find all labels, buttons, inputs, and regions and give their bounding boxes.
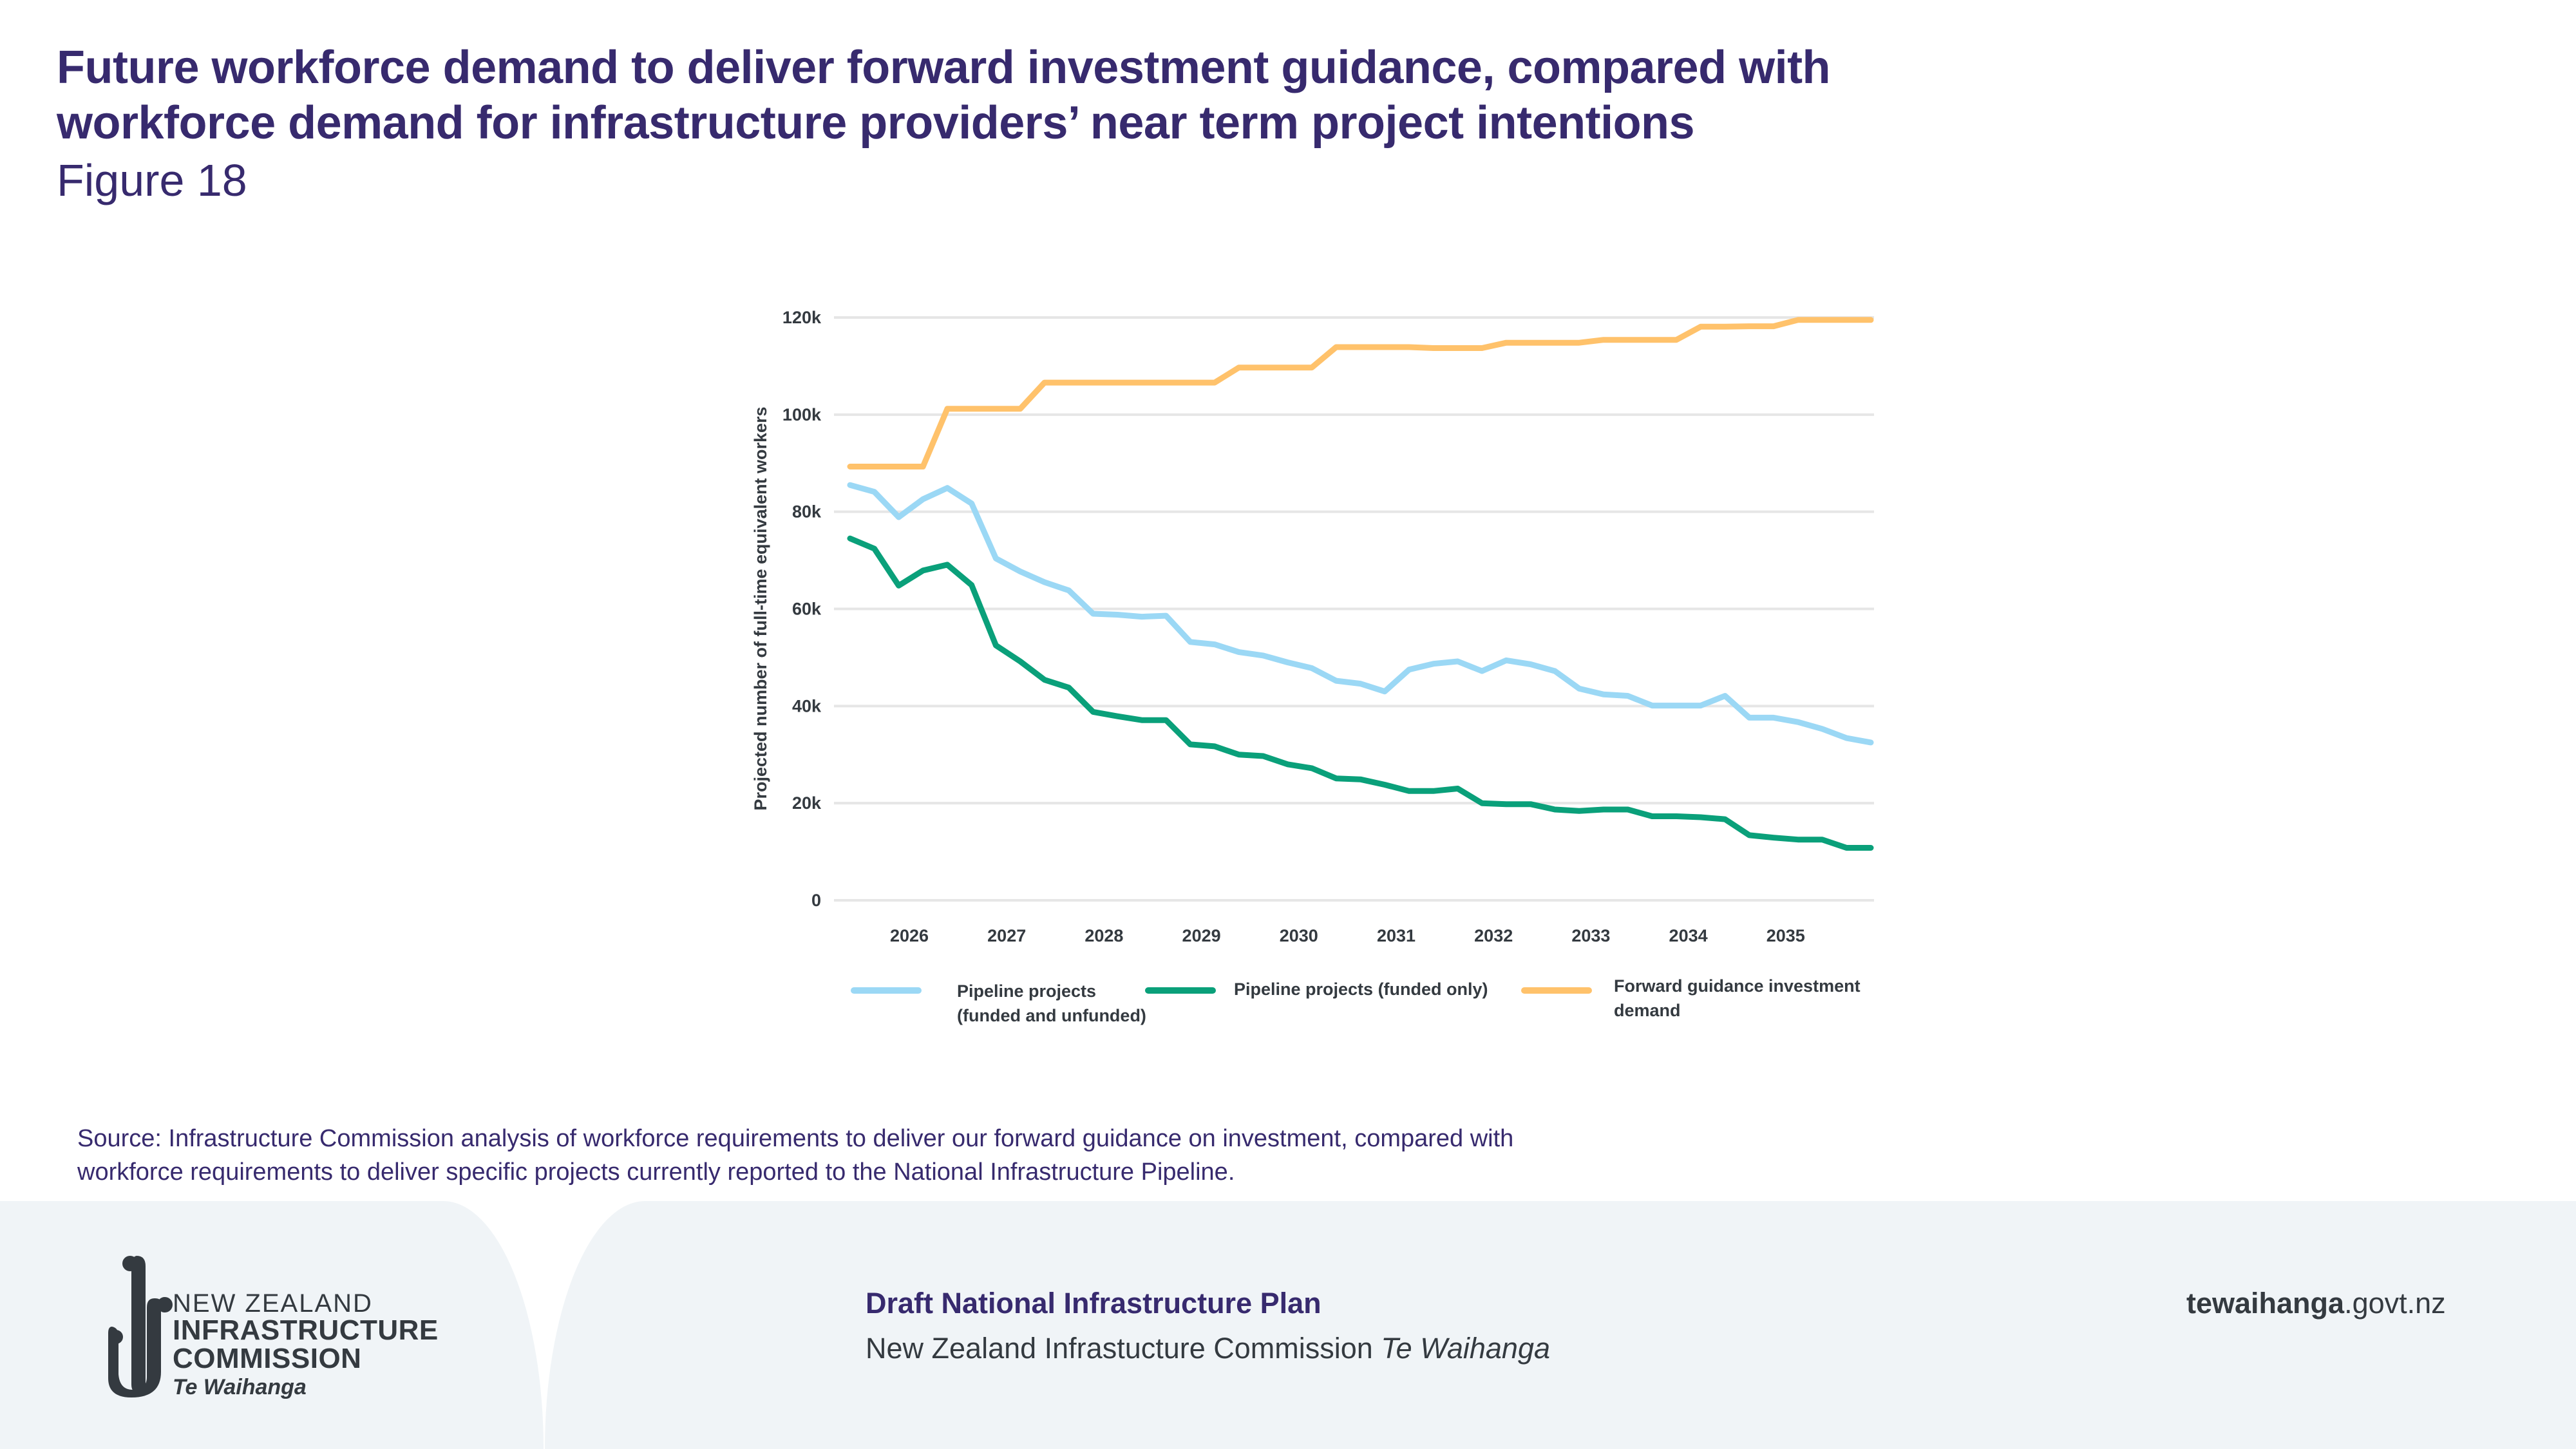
footer <box>0 1201 2576 1449</box>
website-rest: .govt.nz <box>2344 1287 2446 1320</box>
source-note: Source: Infrastructure Commission analys… <box>77 1122 1687 1189</box>
figure-label: Figure 18 <box>57 155 247 205</box>
x-tick-label: 2034 <box>1669 926 1708 945</box>
legend-label: Pipeline projects (funded only) <box>1234 980 1488 999</box>
x-tick-label: 2035 <box>1766 926 1805 945</box>
legend-label: (funded and unfunded) <box>957 1006 1146 1025</box>
source-line-1: Source: Infrastructure Commission analys… <box>77 1125 1514 1152</box>
title-line-2: workforce demand for infrastructure prov… <box>57 97 1695 149</box>
title-line-1: Future workforce demand to deliver forwa… <box>57 42 1831 93</box>
x-tick-label: 2030 <box>1280 926 1318 945</box>
legend-label: Pipeline projects <box>957 981 1096 1001</box>
chart-title: Future workforce demand to deliver forwa… <box>57 40 1989 151</box>
x-axis-ticks: 2026 2027 2028 2029 2030 2031 2032 2033 2034 2035 <box>890 926 1805 945</box>
y-tick-label: 40k <box>792 696 822 715</box>
series-line-1 <box>847 482 1874 746</box>
logo-line-infrastructure: INFRASTRUCTURE <box>173 1314 439 1346</box>
x-tick-label: 2032 <box>1474 926 1513 945</box>
plan-subtitle-text: New Zealand Infrastucture Commission <box>866 1332 1381 1365</box>
y-tick-label: 80k <box>792 502 822 522</box>
website-bold: tewaihanga <box>2186 1287 2345 1320</box>
x-tick-label: 2029 <box>1182 926 1221 945</box>
source-line-2: workforce requirements to deliver specif… <box>77 1159 1235 1186</box>
y-axis-ticks: 0 20k 40k 60k 80k 100k 120k <box>782 308 822 910</box>
legend: Pipeline projects (funded and unfunded) Pi… <box>851 976 1861 1025</box>
logo-wordmark: NEW ZEALAND INFRASTRUCTURE COMMISSION Te… <box>173 1291 439 1401</box>
series-lines <box>847 317 1874 851</box>
logo-line-te-waihanga: Te Waihanga <box>173 1375 307 1399</box>
series-line-2 <box>847 535 1874 851</box>
series-line-3 <box>847 317 1874 469</box>
y-tick-label: 0 <box>811 891 821 910</box>
y-axis-title: Projected number of full-time equivalent… <box>751 406 770 810</box>
footer-right-panel <box>545 1201 2576 1449</box>
y-tick-label: 60k <box>792 600 822 619</box>
legend-label: demand <box>1614 1001 1681 1020</box>
x-tick-label: 2028 <box>1084 926 1123 945</box>
logo-line-new-zealand: NEW ZEALAND <box>173 1289 373 1318</box>
te-waihanga-logo-icon <box>108 1256 173 1397</box>
legend-label: Forward guidance investment <box>1614 976 1861 996</box>
x-tick-label: 2033 <box>1571 926 1610 945</box>
footer-left-panel <box>0 1201 544 1449</box>
grid-lines <box>834 316 1874 902</box>
y-tick-label: 20k <box>792 793 822 813</box>
plan-title: Draft National Infrastructure Plan <box>866 1287 1321 1320</box>
x-tick-label: 2031 <box>1377 926 1416 945</box>
plan-subtitle-italic: Te Waihanga <box>1381 1332 1551 1365</box>
logo-line-commission: COMMISSION <box>173 1343 362 1374</box>
x-tick-label: 2027 <box>987 926 1026 945</box>
x-tick-label: 2026 <box>890 926 929 945</box>
y-tick-label: 120k <box>782 308 822 327</box>
y-tick-label: 100k <box>782 405 822 424</box>
website-link[interactable]: tewaihanga.govt.nz <box>2186 1287 2446 1320</box>
plan-subtitle: New Zealand Infrastucture Commission Te … <box>866 1332 1550 1365</box>
